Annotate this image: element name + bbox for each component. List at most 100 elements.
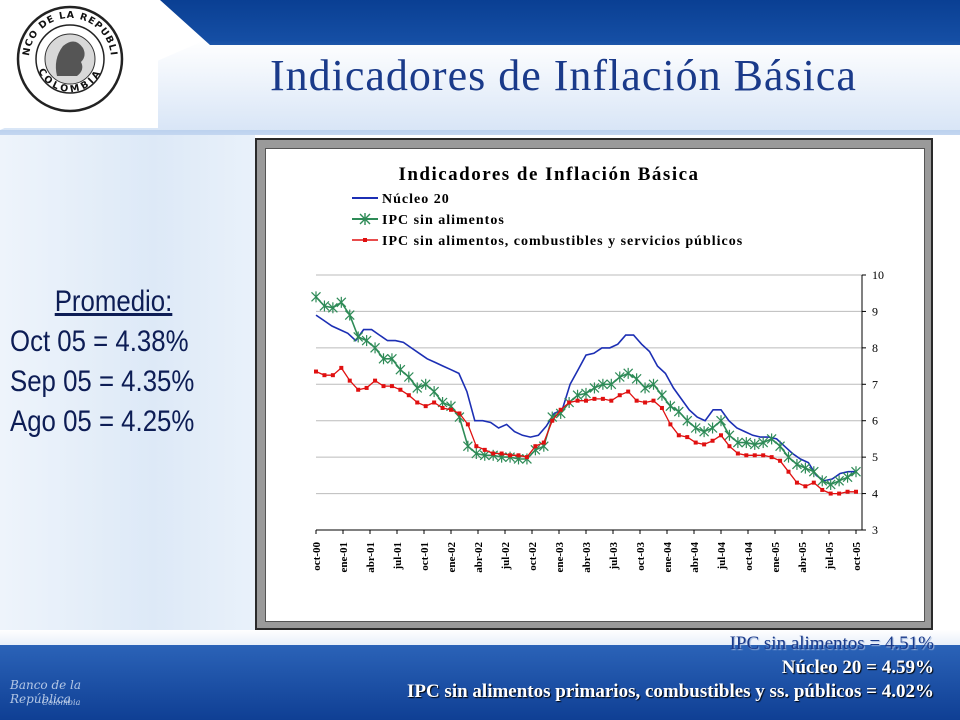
series-ipc-sin-alimentos-point — [758, 437, 769, 449]
series-ipc-sin-alim-comb-point — [617, 393, 622, 398]
y-tick-label: 9 — [872, 304, 878, 318]
series-ipc-sin-alim-comb-point — [440, 405, 445, 410]
x-axis-ticks: oct-00 ene-01 abr-01 jul-01 oct-01 ene-02 abr-… — [311, 530, 863, 573]
y-tick-label: 5 — [872, 450, 878, 464]
chart-area: Indicadores de Inflación Básica Núcleo 2… — [265, 148, 925, 622]
series-ipc-sin-alimentos-point — [716, 415, 726, 427]
series-nucleo-20-line — [315, 314, 856, 482]
series-ipc-sin-alimentos-point — [327, 302, 338, 314]
series-ipc-sin-alimentos-point — [648, 378, 659, 390]
series-ipc-sin-alimentos-point — [597, 378, 608, 390]
legend-label-nucleo: Núcleo 20 — [382, 192, 450, 207]
series-ipc-sin-alim-comb-point — [735, 451, 740, 456]
y-tick-label: 7 — [872, 377, 878, 391]
x-tick-label: jul-05 — [824, 542, 836, 571]
legend: Núcleo 20 IPC sin alimentos IPC sin alim… — [352, 192, 743, 249]
series-ipc-sin-alim-comb-line — [315, 366, 856, 495]
series-ipc-sin-alim-comb-point — [744, 453, 749, 458]
x-tick-label: abr-04 — [689, 542, 701, 573]
series-ipc-sin-alimentos-point — [775, 440, 785, 452]
series-ipc-sin-alim-comb-point — [685, 435, 690, 440]
series-ipc-sin-alimentos-point — [606, 378, 617, 390]
x-tick-label: oct-01 — [419, 542, 431, 571]
left-panel — [0, 135, 255, 645]
series-ipc-sin-alim-comb-point — [820, 487, 825, 492]
series-ipc-sin-alim-comb-point — [659, 405, 664, 410]
series-ipc-sin-alim-comb-point — [347, 378, 352, 383]
footnotes: IPC sin alimentos = 4.51% Núcleo 20 = 4.… — [234, 632, 934, 704]
brand-script: Banco de la República — [10, 678, 82, 706]
series-ipc-sin-alim-comb-point — [482, 447, 487, 452]
series-ipc-sin-alim-comb-point — [634, 398, 639, 403]
series-ipc-sin-alimentos-point — [353, 331, 364, 343]
series-ipc-sin-alim-comb-point — [457, 411, 462, 416]
series-ipc-sin-alim-comb-point — [643, 400, 648, 405]
legend-label-ipc-sin-alim-comb: IPC sin alimentos, combustibles y servic… — [382, 234, 743, 249]
series-ipc-sin-alimentos-point — [690, 422, 701, 434]
series-ipc-sin-alim-comb-point — [322, 373, 327, 378]
average-title: Promedio: — [54, 285, 173, 318]
grid — [316, 274, 862, 495]
average-line: Ago 05 = 4.25% — [10, 405, 195, 438]
series-ipc-sin-alim-comb-point — [508, 453, 513, 458]
series-ipc-sin-alim-comb-point — [406, 393, 411, 398]
x-tick-label: jul-01 — [392, 542, 404, 571]
legend-marker-square — [363, 238, 367, 242]
y-axis-ticks: 3 4 5 6 7 8 9 10 — [316, 268, 884, 537]
series-ipc-sin-alimentos-point — [462, 440, 473, 452]
bank-seal-icon: BANCO DE LA REPUBLICA COLOMBIA — [15, 4, 124, 113]
x-tick-label: abr-02 — [473, 542, 485, 573]
series-ipc-sin-alim-comb-point — [491, 451, 496, 456]
series-ipc-sin-alim-comb-point — [693, 440, 698, 445]
series-ipc-sin-alim-comb-point — [389, 384, 394, 389]
x-tick-label: abr-05 — [797, 542, 809, 573]
x-tick-label: ene-05 — [770, 542, 782, 573]
series-ipc-sin-alimentos-point — [749, 438, 760, 450]
series-ipc-sin-alimentos-point — [412, 382, 423, 394]
series-ipc-sin-alim-comb-point — [499, 451, 504, 456]
x-tick-label: oct-05 — [851, 542, 863, 571]
series-ipc-sin-alim-comb-point — [811, 480, 816, 485]
average-line: Oct 05 = 4.38% — [10, 325, 189, 358]
series-ipc-sin-alimentos-point — [699, 426, 710, 438]
footer-band — [0, 645, 960, 720]
series-ipc-sin-alim-comb-point — [828, 491, 833, 496]
series-ipc-sin-alim-comb-point — [719, 433, 723, 438]
series-ipc-sin-alim-comb-point — [381, 384, 386, 389]
y-tick-label: 3 — [872, 523, 878, 537]
x-tick-label: abr-01 — [365, 542, 377, 573]
series-ipc-sin-alim-comb-point — [710, 438, 715, 443]
series-ipc-sin-alimentos-point — [395, 364, 406, 376]
series-ipc-sin-alim-comb-point — [550, 418, 555, 423]
x-tick-label: ene-04 — [662, 542, 674, 573]
series-ipc-sin-alim-comb-point — [524, 455, 529, 460]
series-ipc-sin-alim-comb-point — [533, 444, 538, 449]
series-ipc-sin-alim-comb-point — [778, 458, 783, 463]
series-ipc-sin-alimentos-point — [800, 462, 811, 474]
series-ipc-sin-alim-comb-point — [584, 398, 588, 403]
series-ipc-sin-alimentos-point — [336, 296, 347, 308]
x-tick-label: abr-03 — [581, 542, 593, 573]
x-tick-label: oct-00 — [311, 542, 323, 571]
series-ipc-sin-alim-comb-point — [803, 484, 808, 489]
series-ipc-sin-alimentos-point — [311, 291, 321, 303]
series-ipc-sin-alim-comb-point — [356, 387, 361, 392]
series-ipc-sin-alimentos-point — [724, 429, 735, 441]
series-ipc-sin-alimentos-point — [589, 382, 600, 394]
series-ipc-sin-alim-comb-point — [727, 444, 732, 449]
series-ipc-sin-alimentos-point — [361, 335, 372, 347]
series-ipc-sin-alim-comb-point — [575, 398, 580, 403]
series-ipc-sin-alimentos-point — [631, 373, 642, 385]
series-ipc-sin-alimentos-point — [792, 458, 802, 470]
x-tick-label: oct-04 — [743, 542, 755, 571]
series-ipc-sin-alim-comb-point — [474, 444, 479, 449]
series-ipc-sin-alim-comb-point — [845, 489, 850, 494]
series-ipc-sin-alimentos-point — [808, 466, 819, 478]
series-ipc-sin-alimentos-point — [851, 466, 861, 478]
series-ipc-sin-alim-comb-point — [609, 398, 614, 403]
series-ipc-sin-alimentos-point — [842, 471, 853, 483]
series-ipc-sin-alimentos-point — [817, 475, 828, 487]
series-ipc-sin-alimentos-point — [387, 353, 397, 365]
series-ipc-sin-alimentos-point — [707, 422, 718, 434]
series-ipc-sin-alim-comb-point — [415, 400, 420, 405]
